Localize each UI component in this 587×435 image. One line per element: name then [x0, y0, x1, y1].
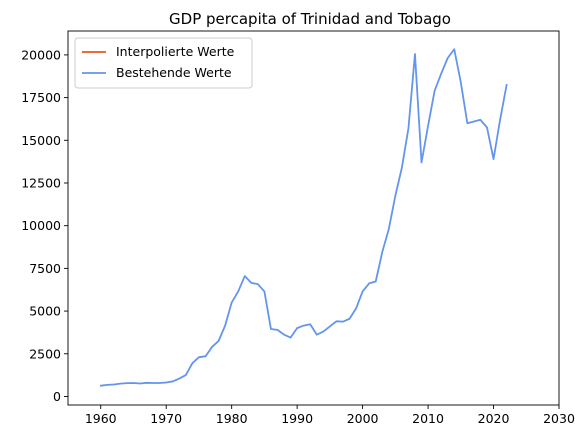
y-axis: 0 2500 5000 7500 10000 12500 15000 17500 20000 [21, 47, 68, 404]
y-tick-label: 15000 [21, 133, 61, 148]
y-tick-label: 2500 [29, 346, 61, 361]
x-tick-label: 1960 [85, 411, 117, 426]
y-tick-label: 17500 [21, 90, 61, 105]
legend-label-interpolierte-werte: Interpolierte Werte [116, 44, 235, 59]
x-axis: 1960 1970 1980 1990 2000 2010 2020 2030 [85, 405, 575, 426]
x-tick-label: 2020 [478, 411, 510, 426]
y-tick-label: 20000 [21, 47, 61, 62]
x-tick-label: 1980 [216, 411, 248, 426]
y-tick-label: 7500 [29, 261, 61, 276]
x-tick-label: 1970 [150, 411, 182, 426]
legend-label-bestehende-werte: Bestehende Werte [116, 65, 232, 80]
x-tick-label: 2030 [543, 411, 575, 426]
y-tick-label: 5000 [29, 304, 61, 319]
x-tick-label: 2010 [412, 411, 444, 426]
y-tick-label: 10000 [21, 218, 61, 233]
legend: Interpolierte Werte Bestehende Werte [74, 37, 253, 89]
y-tick-label: 0 [53, 389, 61, 404]
plot-area-frame [67, 30, 560, 406]
y-tick-label: 12500 [21, 175, 61, 190]
legend-box [74, 37, 253, 89]
chart-title: GDP percapita of Trinidad and Tobago [169, 10, 451, 28]
x-tick-label: 1990 [281, 411, 313, 426]
series-line-bestehende-werte [99, 48, 508, 387]
series-group [99, 48, 508, 387]
x-tick-label: 2000 [347, 411, 379, 426]
